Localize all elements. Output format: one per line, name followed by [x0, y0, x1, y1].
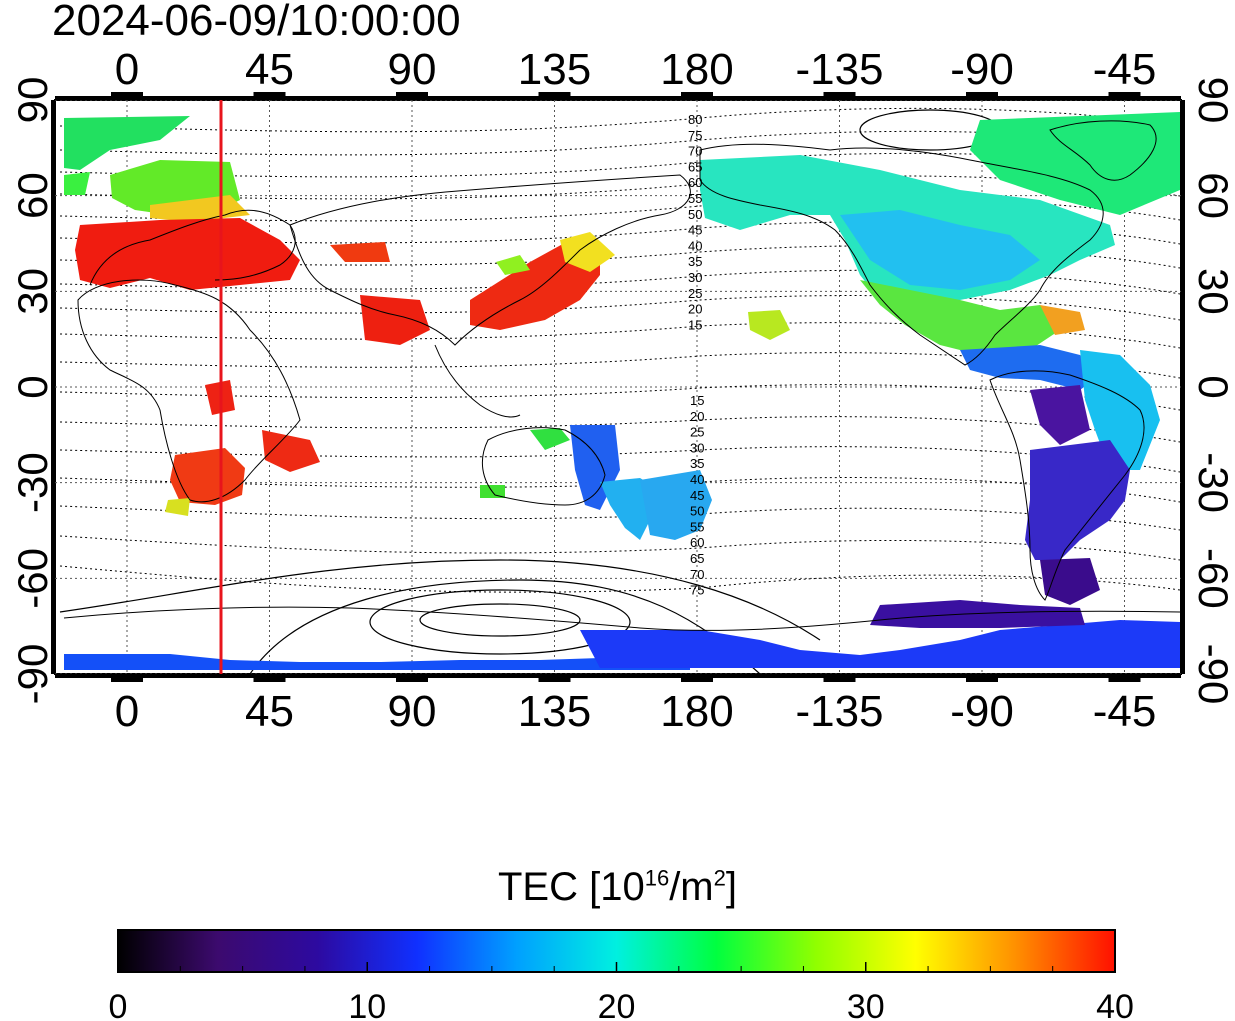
contour-label: 40 — [690, 472, 704, 487]
contour-label: 25 — [690, 425, 704, 440]
contour-label: 25 — [688, 286, 702, 301]
contour-label: 70 — [690, 567, 704, 582]
contour-label: 50 — [690, 504, 704, 519]
bottom-lon-label: -90 — [950, 687, 1014, 736]
contour-label: 75 — [690, 583, 704, 598]
right-lat-label: 90 — [1190, 77, 1235, 124]
top-lon-label: -45 — [1093, 45, 1157, 94]
colorbar-title-exponent2: 2 — [713, 865, 726, 891]
contour-label: 20 — [688, 302, 702, 317]
left-lat-label: -60 — [9, 548, 56, 609]
right-lat-label: 60 — [1190, 172, 1235, 219]
axis-labels: 0 45 90 135 180 -135 -90 -450 45 90 135 180 -135 -90-… — [9, 45, 1235, 736]
colorbar-title-prefix: TEC [10 — [497, 865, 645, 909]
contour-label: 55 — [690, 519, 704, 534]
tec-data-patches — [64, 112, 1180, 670]
colorbar-title-suffix: ] — [725, 865, 737, 909]
right-lat-label: -30 — [1190, 452, 1235, 513]
contour-label: 30 — [690, 440, 704, 455]
contour-label: 60 — [690, 535, 704, 550]
contour-label: 65 — [688, 159, 702, 174]
colorbar-tick-label: 0 — [109, 988, 128, 1021]
bottom-lon-label: 180 — [660, 687, 733, 736]
left-lat-label: 30 — [9, 268, 56, 315]
contour-label: 45 — [690, 488, 704, 503]
left-lat-label: 60 — [9, 172, 56, 219]
top-lon-label: 90 — [388, 45, 437, 94]
bottom-lon-label: 45 — [245, 687, 294, 736]
right-lat-label: 30 — [1190, 268, 1235, 315]
top-lon-label: -90 — [950, 45, 1014, 94]
contour-label: 75 — [688, 128, 702, 143]
contour-labels: 8075706560555045403530252015152025303540… — [688, 112, 704, 598]
left-lat-label: 90 — [9, 77, 56, 124]
colorbar-tick-label: 10 — [348, 988, 386, 1021]
top-lon-label: -135 — [795, 45, 883, 94]
contour-label: 20 — [690, 409, 704, 424]
top-lon-label: 0 — [115, 45, 139, 94]
bottom-lon-label: 135 — [518, 687, 591, 736]
contour-label: 45 — [688, 223, 702, 238]
bottom-lon-label: 0 — [115, 687, 139, 736]
left-lat-label: 0 — [9, 375, 56, 398]
top-lon-label: 180 — [660, 45, 733, 94]
contour-label: 15 — [690, 393, 704, 408]
map-border-bars — [51, 96, 1185, 678]
left-lat-label: -30 — [9, 452, 56, 513]
bottom-lon-label: -45 — [1093, 687, 1157, 736]
contour-label: 30 — [688, 270, 702, 285]
colorbar-title: TEC [1016/m2] — [0, 865, 1235, 910]
top-lon-label: 135 — [518, 45, 591, 94]
bottom-lon-label: 90 — [388, 687, 437, 736]
magnetic-contours-solid — [59, 109, 1001, 674]
contour-label: 40 — [688, 238, 702, 253]
contour-label: 65 — [690, 551, 704, 566]
contour-label: 60 — [688, 175, 702, 190]
contour-label: 55 — [688, 191, 702, 206]
right-lat-label: -90 — [1190, 644, 1235, 705]
contour-label: 70 — [688, 144, 702, 159]
contour-label: 50 — [688, 207, 702, 222]
left-lat-label: -90 — [9, 644, 56, 705]
colorbar-ticks: 0 10 20 30 40 — [109, 962, 1134, 1021]
contour-label: 15 — [688, 317, 702, 332]
map-title: 2024-06-09/10:00:00 — [52, 0, 461, 45]
contour-label: 80 — [688, 112, 702, 127]
contour-label: 35 — [688, 254, 702, 269]
coastlines — [63, 120, 1181, 631]
colorbar-title-exponent: 16 — [644, 865, 670, 891]
right-lat-label: 0 — [1190, 375, 1235, 398]
contour-label: 35 — [690, 456, 704, 471]
colorbar-title-unit: /m — [669, 865, 714, 909]
colorbar-tick-label: 40 — [1096, 988, 1134, 1021]
right-lat-label: -60 — [1190, 548, 1235, 609]
bottom-lon-label: -135 — [795, 687, 883, 736]
colorbar-tick-label: 20 — [598, 988, 636, 1021]
colorbar-tick-label: 30 — [847, 988, 885, 1021]
top-lon-label: 45 — [245, 45, 294, 94]
